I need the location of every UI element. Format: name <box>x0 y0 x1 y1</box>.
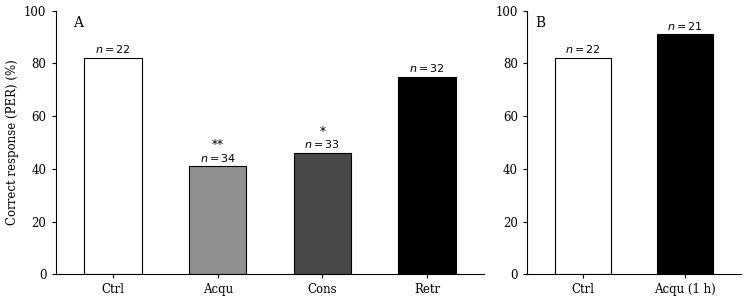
Text: A: A <box>72 16 83 30</box>
Text: $n=22$: $n=22$ <box>565 43 601 55</box>
Text: **: ** <box>211 139 223 152</box>
Text: $n=22$: $n=22$ <box>95 43 131 55</box>
Bar <box>398 76 456 275</box>
Bar <box>84 58 142 275</box>
Text: *: * <box>319 126 325 139</box>
Text: $n=34$: $n=34$ <box>199 152 236 164</box>
Bar <box>294 153 351 275</box>
Y-axis label: Correct response (PER) (%): Correct response (PER) (%) <box>5 59 19 225</box>
Bar <box>657 34 713 275</box>
Text: $n=33$: $n=33$ <box>304 138 340 150</box>
Bar <box>555 58 611 275</box>
Bar <box>189 166 247 275</box>
Text: $n=21$: $n=21$ <box>667 20 703 32</box>
Text: B: B <box>536 16 545 30</box>
Text: $n=32$: $n=32$ <box>409 62 444 74</box>
